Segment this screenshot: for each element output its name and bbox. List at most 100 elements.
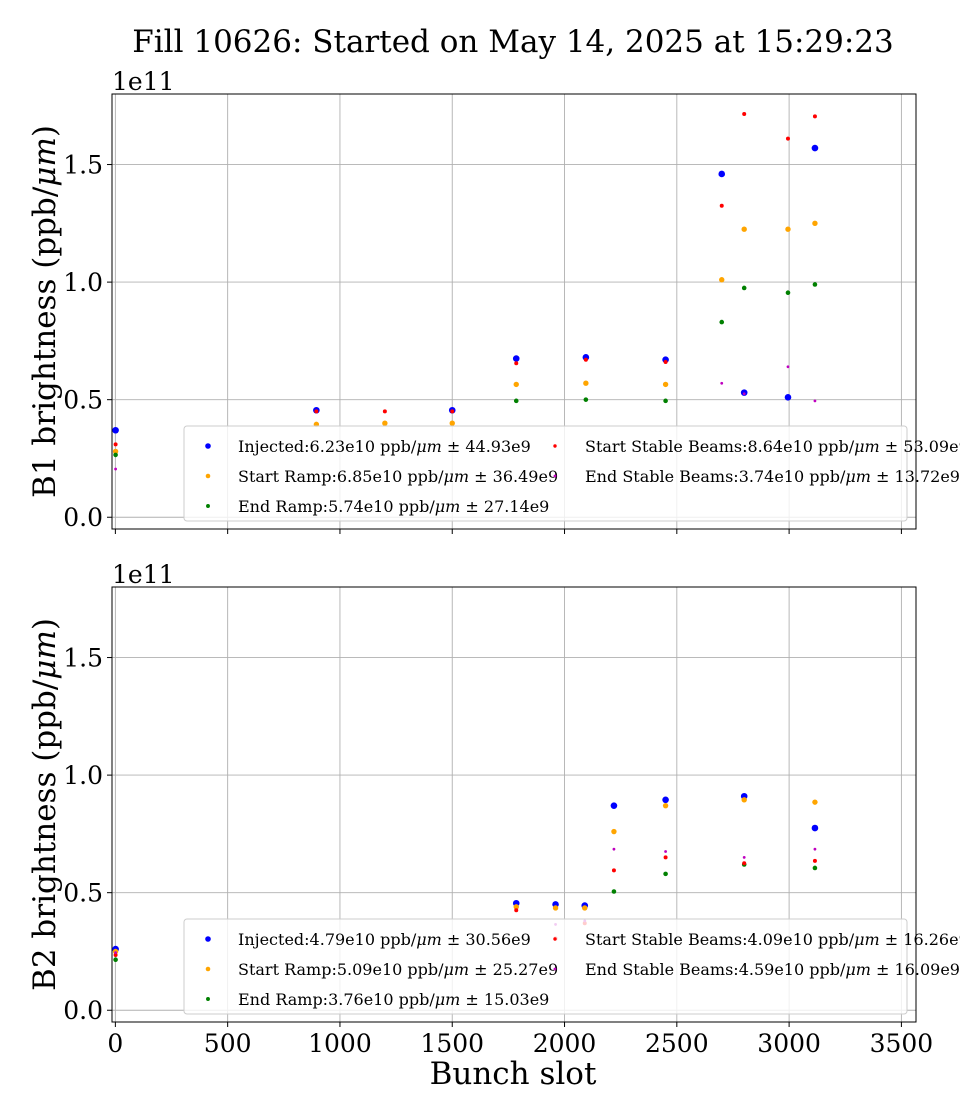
data-point-injected [784,394,792,401]
data-point-start-ramp [719,277,725,283]
y-tick-label: 0.5 [63,879,103,908]
legend-entry-injected: Injected:4.79e10 ppb/μm ± 30.56e9 [238,930,531,949]
data-point-start-stable [314,409,319,414]
axes-frame [111,586,917,1023]
legend-entry-end-stable: End Stable Beams:4.59e10 ppb/μm ± 16.09e… [585,960,960,979]
data-point-start-stable [113,952,118,957]
legend-entry-start-stable: Start Stable Beams:8.64e10 ppb/μm ± 53.0… [585,437,960,456]
data-point-start-stable [812,114,817,119]
data-point-end-stable [114,951,117,955]
legend-marker-end-ramp [206,504,210,508]
data-point-start-stable [382,409,387,414]
data-point-end-ramp [113,452,118,458]
figure-title: Fill 10626: Started on May 14, 2025 at 1… [132,24,894,60]
data-point-start-stable [514,908,519,913]
y-tick-label: 0.5 [63,386,103,415]
data-point-start-ramp [552,905,559,911]
x-tick-label: 0 [107,1029,123,1058]
legend-marker-start-stable [553,444,557,448]
data-point-start-ramp [812,220,818,227]
data-point-start-stable [785,136,790,141]
legend-entry-start-stable: Start Stable Beams:4.09e10 ppb/μm ± 16.2… [585,930,960,949]
data-point-end-ramp [785,290,791,295]
legend-entry-end-ramp: End Ramp:5.74e10 ppb/μm ± 27.14e9 [238,497,549,516]
data-point-start-ramp [582,905,588,911]
y-axis-multiplier: 1e11 [112,67,175,96]
data-point-start-stable [719,203,724,208]
data-point-start-stable [583,357,588,362]
y-axis-label: B2 brightness (ppb/μm) [27,618,63,991]
y-tick-label: 1.0 [63,761,103,790]
data-point-end-ramp [513,398,519,404]
x-tick-label: 1000 [308,1029,372,1058]
legend-marker-end-stable [553,474,557,478]
data-point-injected [811,824,819,832]
data-point-start-stable [663,360,668,365]
legend-entry-end-ramp: End Ramp:3.76e10 ppb/μm ± 15.03e9 [238,990,549,1009]
data-point-start-ramp [513,381,519,388]
data-point-end-ramp [611,889,617,894]
data-point-start-ramp [112,448,119,455]
data-point-start-ramp [449,420,455,426]
data-point-start-ramp [741,226,747,232]
data-point-start-stable [812,858,817,863]
y-tick-label: 0.0 [63,503,103,532]
data-point-end-ramp [812,282,818,287]
legend-marker-injected [205,443,211,449]
data-point-start-stable [113,442,118,447]
data-point-end-ramp [719,319,725,325]
legend-entry-start-ramp: Start Ramp:5.09e10 ppb/μm ± 25.27e9 [238,960,558,979]
data-point-start-stable [742,111,747,116]
data-point-end-stable [742,392,746,396]
b1-brightness-panel: 0.0 0.5 1.0 1.5 1e11 B1 brightness (ppb/μm) In… [27,67,960,534]
data-point-injected [811,144,819,152]
legend-marker-start-ramp [205,966,211,972]
data-point-end-stable [813,399,817,403]
data-point-start-stable [663,855,668,860]
legend-marker-start-ramp [205,473,211,479]
y-axis-label: B1 brightness (ppb/μm) [27,125,63,498]
data-point-end-stable [114,467,117,471]
x-tick-label: 2500 [645,1029,709,1058]
data-point-end-stable [612,847,616,851]
data-point-end-stable [786,365,790,369]
data-point-start-ramp [662,381,669,388]
x-tick-label: 2000 [533,1029,597,1058]
y-axis-multiplier: 1e11 [112,560,175,589]
data-point-injected [112,426,119,434]
data-point-end-ramp [663,871,668,877]
legend-marker-end-stable [553,967,557,971]
data-point-injected [610,802,618,809]
data-point-end-ramp [113,957,118,962]
y-tick-label: 1.0 [63,268,103,297]
data-point-start-ramp [382,420,388,426]
data-point-end-stable [742,856,746,859]
data-point-end-ramp [583,397,589,402]
data-point-start-stable [450,409,455,414]
data-point-start-ramp [785,226,791,232]
legend-entry-end-stable: End Stable Beams:3.74e10 ppb/μm ± 13.72e… [585,467,960,486]
data-point-end-stable [664,850,667,853]
data-point-start-ramp [812,799,818,805]
axes-frame [111,93,917,530]
x-tick-label: 3000 [757,1029,821,1058]
data-point-start-stable [742,861,747,866]
data-point-injected [718,170,726,178]
x-axis-label: Bunch slot [430,1056,597,1092]
data-point-injected [512,355,520,362]
data-point-injected [662,796,669,804]
x-tick-label: 3500 [870,1029,934,1058]
legend-entry-start-ramp: Start Ramp:6.85e10 ppb/μm ± 36.49e9 [238,467,558,486]
b2-brightness-panel: 0 500 1000 1500 2000 2500 3000 3500 0.0 0.5 1.0 1.5… [27,560,960,1058]
legend-entry-injected: Injected:6.23e10 ppb/μm ± 44.93e9 [238,437,531,456]
data-point-start-ramp [741,797,747,803]
legend-marker-end-ramp [206,997,210,1001]
data-point-end-ramp [741,285,747,291]
data-point-start-ramp [611,828,617,835]
data-point-end-ramp [663,398,668,404]
data-point-start-ramp [513,904,519,910]
data-point-start-ramp [662,802,669,809]
data-point-start-stable [514,361,519,366]
legend-box [183,425,908,522]
